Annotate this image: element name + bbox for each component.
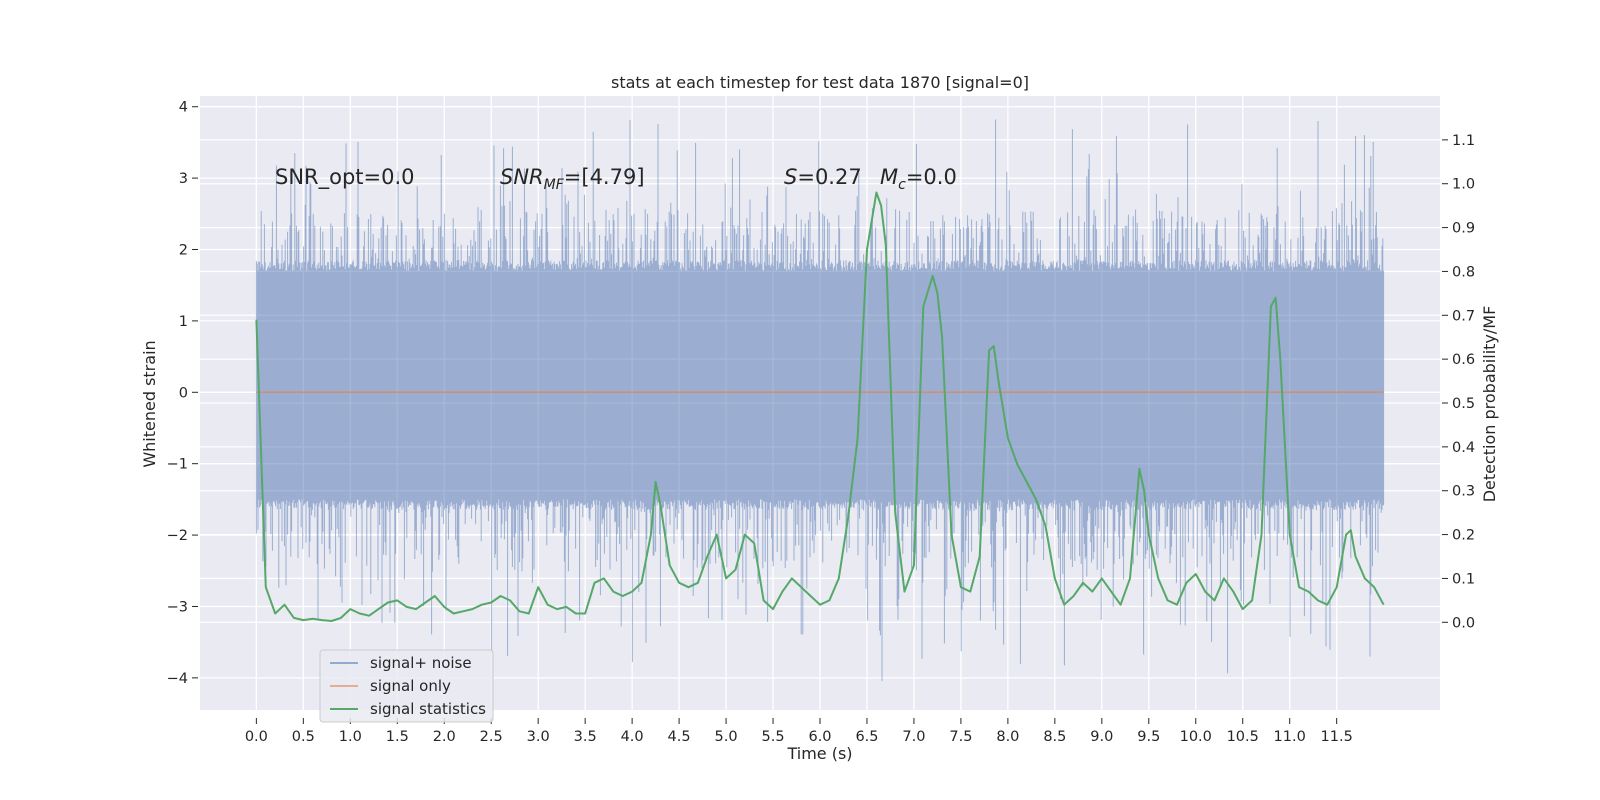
x-tick-label: 1.5 bbox=[386, 729, 409, 745]
y-right-tick-label: 0.0 bbox=[1452, 615, 1475, 631]
x-tick-label: 1.0 bbox=[339, 729, 362, 745]
y-right-tick-label: 0.8 bbox=[1452, 264, 1475, 280]
annotation-snr-mf-symbol: SNR bbox=[500, 165, 544, 189]
noise-series bbox=[255, 119, 1385, 682]
y-left-tick-label: 4 bbox=[179, 100, 188, 116]
annotation-mc: Mc=0.0 bbox=[880, 165, 957, 193]
legend-label-stats: signal statistics bbox=[370, 700, 486, 718]
annotation-snr-opt: SNR_opt=0.0 bbox=[275, 165, 415, 190]
x-tick-label: 11.5 bbox=[1321, 729, 1353, 745]
y-right-tick-label: 0.2 bbox=[1452, 528, 1475, 544]
x-tick-label: 2.0 bbox=[433, 729, 456, 745]
y-left-tick-label: 1 bbox=[179, 314, 188, 330]
y-left-tick-label: 0 bbox=[179, 385, 188, 401]
x-tick-label: 5.0 bbox=[715, 729, 738, 745]
x-tick-label: 8.0 bbox=[996, 729, 1019, 745]
x-tick-label: 4.0 bbox=[621, 729, 644, 745]
annotation-mc-subscript: c bbox=[898, 177, 906, 193]
y-right-tick-label: 0.7 bbox=[1452, 308, 1475, 324]
annotation-stat-s-value: =0.27 bbox=[797, 165, 861, 189]
annotation-mc-value: =0.0 bbox=[906, 165, 957, 189]
x-tick-label: 2.5 bbox=[480, 729, 503, 745]
x-tick-label: 0.0 bbox=[245, 729, 268, 745]
chart-title: stats at each timestep for test data 187… bbox=[611, 73, 1029, 92]
legend-label-noise: signal+ noise bbox=[370, 654, 472, 672]
y-left-tick-label: −4 bbox=[167, 671, 188, 687]
x-tick-label: 6.5 bbox=[855, 729, 878, 745]
legend: signal+ noise signal only signal statist… bbox=[319, 649, 494, 723]
annotation-stat-s: S=0.27 bbox=[784, 165, 862, 189]
y-right-tick-label: 0.4 bbox=[1452, 440, 1475, 456]
y-right-tick-label: 0.1 bbox=[1452, 571, 1475, 587]
x-tick-label: 8.5 bbox=[1043, 729, 1066, 745]
x-tick-label: 7.5 bbox=[949, 729, 972, 745]
x-tick-label: 9.5 bbox=[1137, 729, 1160, 745]
y-right-tick-label: 0.9 bbox=[1452, 221, 1475, 237]
x-axis-label: Time (s) bbox=[786, 744, 852, 763]
x-tick-label: 4.5 bbox=[668, 729, 691, 745]
noise-trace bbox=[255, 119, 1385, 682]
x-tick-label: 3.0 bbox=[527, 729, 550, 745]
y-right-tick-label: 1.0 bbox=[1452, 177, 1475, 193]
x-tick-label: 10.5 bbox=[1227, 729, 1259, 745]
legend-box bbox=[319, 649, 494, 723]
x-tick-label: 3.5 bbox=[574, 729, 597, 745]
y-left-tick-label: −3 bbox=[167, 599, 188, 615]
x-tick-label: 11.0 bbox=[1274, 729, 1306, 745]
annotation-mc-symbol: M bbox=[880, 165, 898, 189]
y-left-tick-label: 3 bbox=[179, 171, 188, 187]
annotation-stat-s-symbol: S bbox=[784, 165, 797, 189]
y-right-tick-label: 0.6 bbox=[1452, 352, 1475, 368]
legend-label-signal: signal only bbox=[370, 677, 451, 695]
x-tick-label: 9.0 bbox=[1090, 729, 1113, 745]
y-right-tick-label: 0.3 bbox=[1452, 484, 1475, 500]
x-tick-label: 0.5 bbox=[292, 729, 315, 745]
x-tick-label: 5.5 bbox=[761, 729, 784, 745]
signal-statistics-series bbox=[255, 191, 1385, 622]
annotation-snr-mf: SNRMF=[4.79] bbox=[500, 165, 645, 193]
y-right-tick-label: 1.1 bbox=[1452, 133, 1475, 149]
tick-labels: 0.0 0.5 1.0 1.5 2.0 2.5 3.0 3.5 4.0 4.5 5.0 5.5 6.0 6… bbox=[167, 100, 1475, 745]
y-left-tick-label: −1 bbox=[167, 457, 188, 473]
signal-statistics-line bbox=[255, 191, 1385, 622]
x-tick-label: 6.0 bbox=[808, 729, 831, 745]
y-right-tick-label: 0.5 bbox=[1452, 396, 1475, 412]
x-tick-label: 7.0 bbox=[902, 729, 925, 745]
y-axis-right-label: Detection probability/MF bbox=[1480, 306, 1499, 503]
annotation-snr-mf-value: =[4.79] bbox=[564, 165, 645, 189]
y-axis-left-label: Whitened strain bbox=[140, 340, 159, 467]
annotation-snr-mf-subscript: MF bbox=[544, 177, 565, 193]
y-left-tick-label: −2 bbox=[167, 528, 188, 544]
x-tick-label: 10.0 bbox=[1180, 729, 1212, 745]
y-left-tick-label: 2 bbox=[179, 243, 188, 259]
